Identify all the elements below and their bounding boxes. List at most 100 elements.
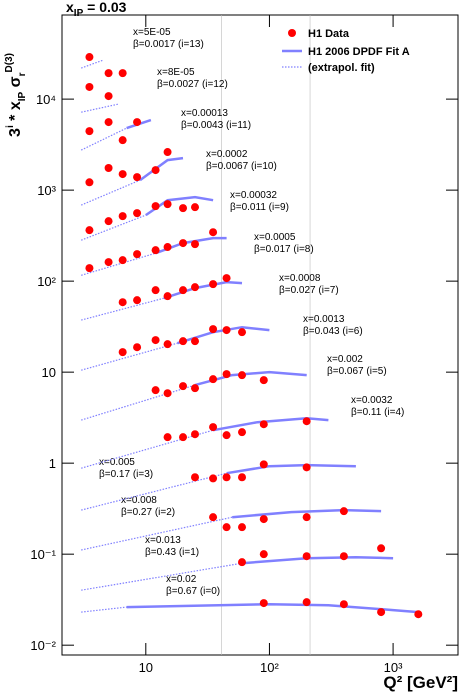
bin-x-label: x=0.013 xyxy=(145,535,181,546)
data-point xyxy=(302,598,311,607)
data-point xyxy=(151,336,160,345)
extrapolation-curve xyxy=(81,252,156,276)
data-point xyxy=(191,203,200,212)
y-label-sup: i xyxy=(5,125,16,128)
data-point xyxy=(85,178,94,187)
data-point xyxy=(179,239,188,248)
x-axis-label: Q² [GeV²] xyxy=(383,673,458,692)
bin-beta-label: β=0.067 (i=5) xyxy=(327,366,387,377)
extrapolation-curve xyxy=(81,429,214,469)
y-label-sub: IP xyxy=(17,91,28,101)
data-point xyxy=(209,325,218,334)
data-point xyxy=(151,286,160,295)
data-point xyxy=(259,515,268,524)
data-point xyxy=(339,507,348,516)
data-point xyxy=(191,430,200,439)
bin-beta-label: β=0.0017 (i=13) xyxy=(133,39,204,50)
bin-x-label: x=0.0008 xyxy=(279,273,321,284)
y-label-sup: D(3) xyxy=(4,53,15,72)
data-point xyxy=(209,423,218,432)
y-tick-label: 10 xyxy=(42,365,56,380)
data-point xyxy=(339,600,348,609)
data-point xyxy=(191,283,200,292)
data-point xyxy=(209,474,218,483)
data-point xyxy=(163,433,172,442)
data-point xyxy=(85,264,94,273)
data-point xyxy=(302,552,311,561)
data-point xyxy=(133,296,142,305)
data-point xyxy=(163,340,172,349)
fit-curve xyxy=(232,508,382,519)
bin-beta-label: β=0.0043 (i=11) xyxy=(181,120,251,131)
data-point xyxy=(238,523,247,532)
data-point xyxy=(151,166,160,175)
data-point xyxy=(118,136,127,145)
data-point xyxy=(104,217,113,226)
data-point xyxy=(302,513,311,522)
extrapolation-curve xyxy=(81,103,119,113)
y-label-part: 3 xyxy=(7,128,24,137)
bin-x-label: x=0.0002 xyxy=(206,149,248,160)
data-point xyxy=(302,417,311,426)
data-point xyxy=(179,382,188,391)
y-tick-label: 10⁴ xyxy=(36,92,56,107)
bin-x-label: x=0.00032 xyxy=(230,190,277,201)
data-point xyxy=(85,226,94,235)
bin-x-label: x=0.0005 xyxy=(254,232,296,243)
data-point xyxy=(222,370,231,379)
data-point xyxy=(222,274,231,283)
data-point xyxy=(191,337,200,346)
bin-x-label: x=0.0032 xyxy=(351,395,393,406)
data-point xyxy=(151,386,160,395)
title-sub: IP xyxy=(74,8,84,19)
legend-marker xyxy=(288,29,296,37)
bin-x-label: x=5E-05 xyxy=(133,27,171,38)
extrapolation-curve xyxy=(81,297,165,321)
data-point xyxy=(259,420,268,429)
extrapolation-curve xyxy=(81,562,243,591)
bin-beta-label: β=0.0027 (i=12) xyxy=(157,79,228,90)
bin-x-label: x=0.0013 xyxy=(303,314,345,325)
data-point xyxy=(179,433,188,442)
data-point xyxy=(118,170,127,179)
data-point xyxy=(259,376,268,385)
data-point xyxy=(163,389,172,398)
data-point xyxy=(377,608,386,617)
bin-beta-label: β=0.67 (i=0) xyxy=(166,586,220,597)
y-tick-label: 10⁻¹ xyxy=(30,547,56,562)
fit-curve xyxy=(241,555,394,565)
data-point xyxy=(163,243,172,252)
data-point xyxy=(339,552,348,561)
data-point xyxy=(104,118,113,127)
x-tick-label: 10 xyxy=(139,660,153,675)
extrapolation-curve xyxy=(80,59,104,69)
bin-x-label: x=0.02 xyxy=(166,574,197,585)
data-point xyxy=(85,82,94,91)
legend-label: H1 Data xyxy=(308,28,350,40)
data-point xyxy=(118,256,127,265)
data-point xyxy=(238,558,247,567)
data-point xyxy=(118,298,127,307)
y-label-part: * x xyxy=(7,101,24,125)
extrapolation-curve xyxy=(80,214,147,241)
extrapolation-curve xyxy=(81,606,127,613)
y-axis-label: 3i * xIP σrD(3) xyxy=(4,53,28,137)
data-point xyxy=(259,599,268,608)
y-tick-label: 10⁻² xyxy=(30,638,56,653)
data-point xyxy=(209,280,218,289)
data-point xyxy=(163,148,172,157)
legend-label: (extrapol. fit) xyxy=(308,62,375,74)
data-point xyxy=(238,428,247,437)
extrapolation-curve xyxy=(81,342,178,371)
data-point xyxy=(85,127,94,136)
extrapolation-curve xyxy=(81,472,227,511)
data-point xyxy=(238,473,247,482)
data-point xyxy=(191,473,200,482)
bin-x-label: x=8E-05 xyxy=(157,67,195,78)
chart-title: xIP = 0.03 xyxy=(66,0,127,19)
data-point xyxy=(151,202,160,211)
title-part: = 0.03 xyxy=(83,0,126,15)
bin-beta-label: β=0.043 (i=6) xyxy=(303,326,363,337)
data-point xyxy=(163,292,172,301)
